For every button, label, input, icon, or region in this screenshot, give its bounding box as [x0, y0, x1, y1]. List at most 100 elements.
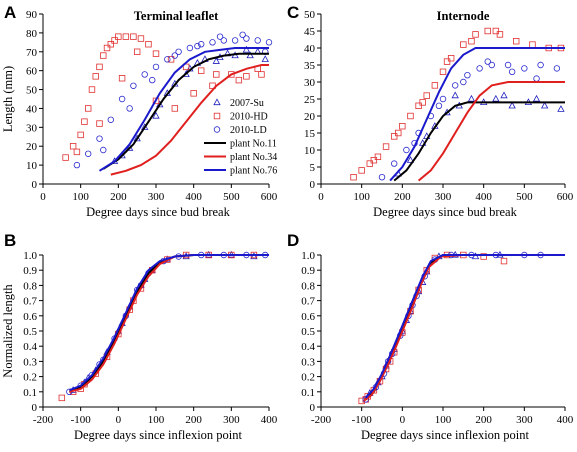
legend-item-2010-ld: 2010-LD [213, 125, 267, 136]
panel-c-point-2010-hd [395, 129, 402, 137]
legend-marker-2007-su [213, 98, 221, 106]
legend-item-plant-no-11: plant No.11 [204, 139, 277, 150]
panel-c-point-2010-hd [496, 31, 504, 38]
panel-d-point-2010-hd [480, 253, 487, 260]
panel-c-point-2010-ld [464, 71, 471, 79]
panel-a-point-2010-hd [115, 33, 122, 40]
panel-a-point-2010-ld [175, 48, 182, 55]
panel-a-point-2010-ld [73, 161, 81, 169]
legend-item-2007-su: 2007-Su [213, 98, 264, 109]
panel-a-point-2010-hd [182, 63, 190, 71]
panel-a-x-tick-label: 0 [40, 191, 46, 203]
legend-label-2010-ld: 2010-LD [230, 125, 267, 136]
panel-a-point-2010-ld [220, 37, 227, 44]
panel-a-point-2010-ld [164, 56, 171, 63]
panel-b-y-tick-label: 0.8 [23, 280, 37, 292]
panel-b-y-tick-label: 0.2 [23, 372, 37, 384]
panel-c-point-2010-hd [350, 173, 357, 181]
panel-letter-c: C [287, 3, 299, 22]
panel-c-point-2010-hd [472, 31, 479, 38]
panel-c-y-tick-label: 40 [304, 43, 316, 55]
panel-c-point-2010-ld [391, 160, 398, 167]
panel-d-x-tick-label: -200 [311, 414, 332, 426]
panel-b-x-tick-label: 300 [223, 414, 240, 426]
panel-d-line-plant-no-11 [365, 254, 565, 401]
panel-c-point-2010-hd [419, 99, 426, 106]
panel-a-point-2010-hd [133, 48, 141, 55]
panel-a-y-tick-label: 40 [26, 103, 38, 115]
panel-a-point-2010-ld [130, 82, 137, 89]
panel-a-point-2010-hd [130, 33, 137, 40]
panel-a-y-tick-label: 70 [26, 47, 38, 59]
legend-label-plant-no-76: plant No.76 [230, 166, 277, 177]
panel-c-y-tick-label: 50 [304, 9, 316, 21]
panel-b-x-tick-label: -200 [33, 414, 54, 426]
panel-c-point-2010-hd [468, 38, 475, 45]
panel-c-point-2010-ld [378, 173, 386, 181]
panel-c-x-tick-label: 600 [557, 191, 574, 203]
panel-d-y-tick-label: 0 [310, 402, 316, 414]
panel-a-point-2010-ld [100, 146, 107, 154]
panel-letter-d: D [287, 231, 299, 250]
panel-b-line-plant-no-76 [69, 254, 269, 392]
legend-label-2007-su: 2007-Su [230, 98, 264, 109]
panel-c-point-2007-su [500, 91, 508, 99]
panel-c-y-tick-label: 30 [304, 77, 316, 89]
panel-a-line-plant-no-11 [102, 52, 269, 170]
panel-c-point-2010-hd [390, 133, 398, 140]
panel-d-y-tick-label: 0.9 [301, 265, 315, 277]
panel-c-point-2010-ld [484, 58, 491, 65]
panel-a-point-2010-hd [258, 71, 265, 78]
panel-b-x-tick-label: 200 [185, 414, 202, 426]
panel-a-point-2010-hd [103, 44, 111, 52]
panel-c-y-tick-label: 0 [310, 179, 316, 191]
panel-d-x-tick-label: 0 [400, 414, 406, 426]
panel-c-point-2007-su [557, 105, 565, 112]
panel-a-point-2010-hd [73, 148, 81, 156]
panel-a-x-tick-label: 500 [223, 191, 240, 203]
panel-d-y-tick-label: 0.1 [301, 387, 315, 399]
panel-a-point-2010-ld [107, 116, 114, 123]
panel-b-y-tick-label: 0.5 [23, 326, 37, 338]
panel-a-point-2010-hd [118, 75, 126, 82]
panel-a-point-2010-hd [137, 35, 145, 42]
panel-a-y-tick-label: 30 [26, 122, 38, 134]
panel-a-point-2010-hd [85, 105, 92, 112]
panel-b-x-tick-label: 0 [116, 414, 122, 426]
panel-a-point-2010-ld [216, 33, 224, 40]
panel-c-y-tick-label: 45 [304, 26, 316, 38]
legend-item-plant-no-34: plant No.34 [204, 152, 277, 163]
panel-a-point-2010-ld [209, 39, 216, 46]
panel-c-point-2007-su [532, 94, 541, 102]
panel-c-point-2007-su [492, 94, 500, 102]
panel-c-point-2007-su [467, 94, 476, 102]
panel-c-point-2010-hd [460, 41, 467, 48]
panel-c-point-2010-ld [508, 68, 516, 75]
panel-c-point-2007-su [406, 156, 415, 163]
panel-a-point-2010-hd [167, 56, 175, 63]
panel-a-point-2010-hd [197, 67, 205, 74]
panel-c-point-2010-hd [513, 38, 520, 45]
panel-b-point-2010-hd [58, 394, 66, 402]
panel-c-y-tick-label: 20 [304, 111, 316, 123]
panel-b-y-tick-label: 0.7 [23, 296, 37, 308]
panel-c-x-tick-label: 0 [318, 191, 324, 203]
panel-d-y-tick-label: 0.8 [301, 280, 315, 292]
panel-c-point-2010-hd [358, 167, 365, 174]
panel-c-point-2007-su [540, 101, 549, 109]
panel-a-point-2007-su [242, 45, 251, 53]
panel-a-point-2010-hd [92, 73, 99, 80]
panel-c-point-2010-hd [370, 156, 378, 164]
panel-c-point-2010-hd [529, 41, 536, 48]
panel-c-point-2010-ld [435, 102, 443, 109]
panel-c-point-2010-ld [460, 78, 467, 86]
panel-a-x-tick-label: 100 [72, 191, 89, 203]
panel-a-point-2010-hd [77, 131, 84, 139]
panel-d-line-plant-no-34 [363, 254, 565, 402]
panel-a-point-2010-hd [62, 154, 69, 161]
panel-a-line-plant-no-76 [98, 47, 269, 172]
panel-a-point-2010-ld [126, 105, 133, 112]
panel-c-point-2007-su [451, 91, 459, 99]
panel-d-y-tick-label: 0.6 [301, 311, 315, 323]
